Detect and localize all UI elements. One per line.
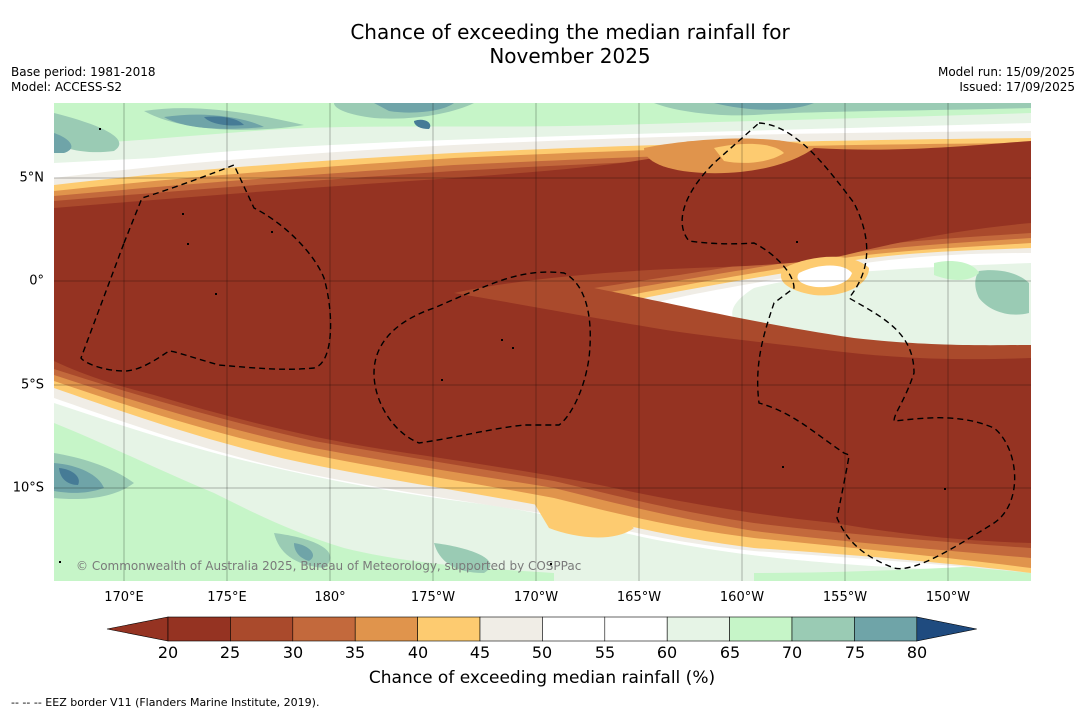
colorbar-tick: 25	[219, 643, 241, 662]
colorbar-segment	[729, 616, 793, 642]
island-markers	[59, 128, 946, 565]
colorbar-tick: 40	[407, 643, 429, 662]
title-line-2: November 2025	[489, 44, 651, 68]
colorbar-segment	[354, 616, 418, 642]
graticule	[54, 103, 1031, 581]
eez-border-kiribati-phoenix	[373, 271, 591, 444]
colorbar-tick: 30	[282, 643, 304, 662]
colorbar-label: Chance of exceeding median rainfall (%)	[368, 668, 716, 688]
colorbar-segment	[479, 616, 543, 642]
colorbar-segment	[666, 616, 730, 642]
colorbar-tick: 80	[906, 643, 928, 662]
chart-title: Chance of exceeding the median rainfall …	[0, 20, 1085, 68]
lat-label: 5°N	[19, 170, 45, 186]
pocket-south-light	[534, 503, 634, 538]
colorbar-tick: 75	[844, 643, 866, 662]
meta-right-block: Model run: 15/09/2025 Issued: 17/09/2025	[938, 65, 1075, 95]
credit-text: © Commonwealth of Australia 2025, Bureau…	[76, 559, 582, 573]
colorbar-tick: 20	[157, 643, 179, 662]
issued-date: Issued: 17/09/2025	[959, 80, 1075, 94]
lat-label: 0°	[29, 273, 44, 289]
dry-band-core	[54, 141, 1031, 543]
colorbar-tick: 45	[469, 643, 491, 662]
lon-label: 160°W	[719, 590, 765, 605]
eez-border-kiribati-gilberts	[80, 164, 332, 372]
lon-label: 175°W	[410, 590, 456, 605]
lon-label: 155°W	[822, 590, 868, 605]
eez-footnote: -- -- -- EEZ border V11 (Flanders Marine…	[11, 696, 320, 709]
colorbar-tick: 50	[531, 643, 553, 662]
colorbar-segment	[791, 616, 855, 642]
meta-left-block: Base period: 1981-2018 Model: ACCESS-S2	[11, 65, 156, 95]
eez-border-kiribati-line	[681, 122, 1016, 570]
pocket-north-light	[714, 143, 784, 163]
colorbar	[106, 616, 977, 642]
colorbar-tick: 70	[781, 643, 803, 662]
south-teal-70	[54, 453, 491, 573]
colorbar-segment	[167, 616, 231, 642]
colorbar-tick: 55	[594, 643, 616, 662]
colorbar-segment	[542, 616, 606, 642]
lon-label: 180°	[314, 590, 346, 605]
colorbar-over-triangle	[916, 616, 977, 642]
rainfall-probability-map[interactable]	[54, 103, 1031, 581]
colorbar-tick: 35	[344, 643, 366, 662]
pocket-east-white	[797, 265, 852, 288]
colorbar-segment	[230, 616, 294, 642]
colorbar-under-triangle	[106, 616, 169, 642]
lon-label: 175°E	[207, 590, 247, 605]
title-line-1: Chance of exceeding the median rainfall …	[350, 20, 790, 44]
lon-label: 165°W	[616, 590, 662, 605]
colorbar-segment	[292, 616, 356, 642]
south-blue-80	[59, 468, 79, 485]
colorbar-segment	[854, 616, 918, 642]
equatorial-lightgreen-patch	[934, 261, 979, 280]
north-blue-80	[204, 116, 431, 129]
lat-label: 10°S	[12, 480, 44, 496]
north-light-green	[54, 103, 1031, 145]
colorbar-tick: 60	[656, 643, 678, 662]
equatorial-teal-patch	[975, 270, 1029, 315]
model-run: Model run: 15/09/2025	[937, 65, 1075, 79]
lon-label: 170°E	[104, 590, 144, 605]
lat-label: 5°S	[20, 377, 44, 393]
model-name: Model: ACCESS-S2	[11, 80, 123, 94]
south-teal-75	[54, 463, 314, 561]
base-period: Base period: 1981-2018	[11, 65, 156, 79]
lon-label: 170°W	[513, 590, 559, 605]
colorbar-tick: 65	[719, 643, 741, 662]
colorbar-segment	[417, 616, 481, 642]
colorbar-segment	[604, 616, 668, 642]
lon-label: 150°W	[925, 590, 971, 605]
eez-borders	[80, 122, 1016, 570]
